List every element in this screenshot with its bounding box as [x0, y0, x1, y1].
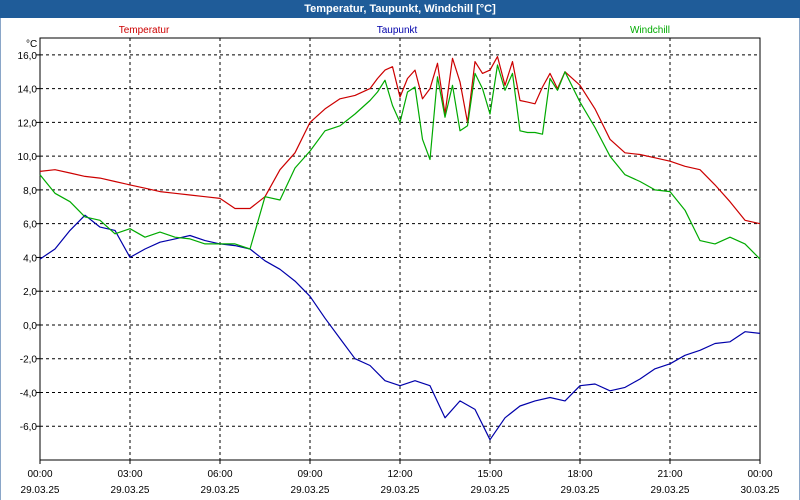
x-tick-date: 29.03.25: [291, 485, 330, 496]
x-tick-time: 21:00: [657, 469, 682, 480]
chart-title: Temperatur, Taupunkt, Windchill [°C]: [0, 0, 800, 18]
y-tick-label: 4,0: [23, 253, 37, 264]
x-tick-date: 29.03.25: [381, 485, 420, 496]
x-tick-date: 29.03.25: [651, 485, 690, 496]
x-tick-time: 18:00: [567, 469, 592, 480]
x-tick-date: 29.03.25: [21, 485, 60, 496]
legend-temperatur: Temperatur: [119, 25, 170, 36]
y-tick-label: 14,0: [18, 85, 38, 96]
x-tick-time: 09:00: [297, 469, 322, 480]
x-tick-date: 29.03.25: [201, 485, 240, 496]
y-tick-label: 0,0: [23, 321, 37, 332]
x-tick-time: 00:00: [27, 469, 52, 480]
y-tick-label: -4,0: [20, 388, 38, 399]
y-tick-label: -6,0: [20, 422, 38, 433]
legend-taupunkt: Taupunkt: [377, 25, 418, 36]
x-tick-date: 29.03.25: [471, 485, 510, 496]
series-line-temperatur: [39, 55, 761, 225]
y-tick-label: 16,0: [18, 51, 38, 62]
x-tick-date: 30.03.25: [741, 485, 780, 496]
y-tick-label: -2,0: [20, 355, 38, 366]
y-tick-label: 2,0: [23, 287, 37, 298]
x-tick-time: 12:00: [387, 469, 412, 480]
y-tick-label: 12,0: [18, 118, 38, 129]
y-unit-label: °C: [26, 39, 37, 50]
x-tick-time: 00:00: [747, 469, 772, 480]
x-tick-time: 03:00: [117, 469, 142, 480]
x-tick-time: 15:00: [477, 469, 502, 480]
y-tick-label: 10,0: [18, 152, 38, 163]
series-line-windchill: [39, 64, 761, 260]
y-tick-label: 8,0: [23, 186, 37, 197]
y-tick-label: 6,0: [23, 220, 37, 231]
x-tick-date: 29.03.25: [561, 485, 600, 496]
legend-windchill: Windchill: [630, 25, 670, 36]
x-tick-time: 06:00: [207, 469, 232, 480]
x-tick-date: 29.03.25: [111, 485, 150, 496]
series-line-taupunkt: [39, 214, 761, 441]
